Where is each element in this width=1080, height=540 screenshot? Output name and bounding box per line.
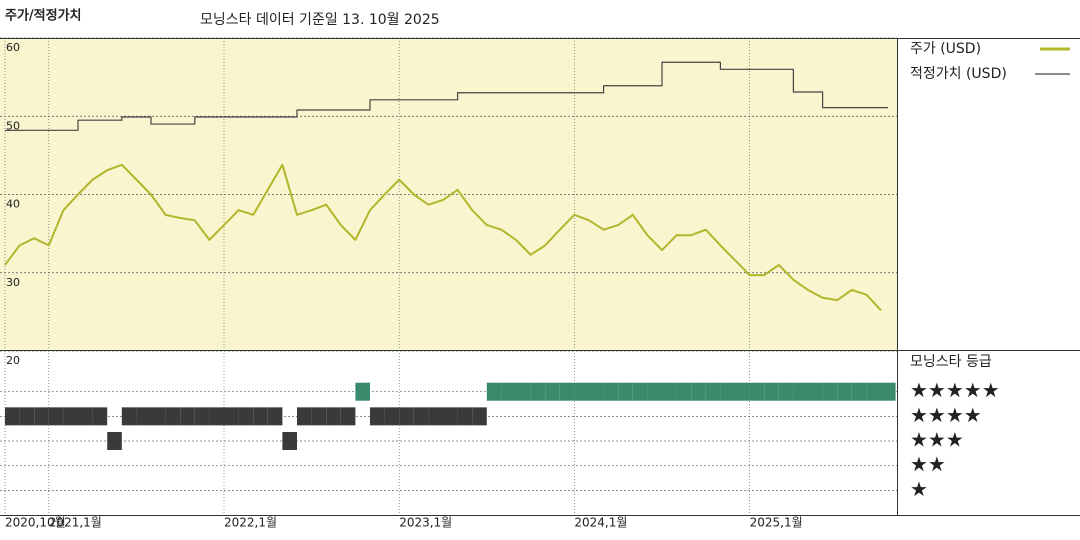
rating-bar [662,382,677,401]
rating-bar [530,382,546,401]
x-tick-label: 2024,1월 [574,516,627,530]
rating-bar [472,407,487,426]
rating-bar [574,382,589,401]
rating-bar [136,407,151,426]
rating-bar [121,407,137,426]
plot-background [0,38,897,350]
rating-bar [413,407,429,426]
rating-bar [370,407,385,426]
rating-bar [443,407,458,426]
rating-bar [5,407,20,426]
rating-bar [224,407,239,426]
rating-bar [151,407,166,426]
rating-bar [399,407,414,426]
rating-bar [297,407,312,426]
rating-bar [778,382,794,401]
chart-title: 주가/적정가치 [5,8,82,24]
rating-bar [63,407,78,426]
rating-bar [632,382,648,401]
rating-bar [545,382,560,401]
rating-bar [78,407,93,426]
rating-bar [837,382,852,401]
rating-bar [691,382,706,401]
series-line [5,61,888,131]
rating-bar [165,407,181,426]
series-line [4,163,882,311]
rating-bar [618,382,633,401]
rating-bar [749,382,765,401]
background-layer: 20 30 40 50 60 [0,37,897,515]
rating-level-label: ★ [910,477,928,501]
rating-bar [603,382,619,401]
rating-bar [866,382,881,401]
x-tick-label: 2020,10월 [5,516,66,530]
rating-level-label: ★★ [910,452,946,476]
rating-bar [735,382,750,401]
rating-bar [311,407,327,426]
y-tick-label: 40 [6,198,20,211]
x-tick-label: 2025,1월 [750,516,803,530]
rating-bar [19,407,35,426]
rating-bar [209,407,224,426]
rating-bar [486,382,502,401]
frame [0,38,1080,516]
rating-bar [851,382,867,401]
x-tick-label: 2022,1월 [224,516,277,530]
rating-bar [326,407,341,426]
y-tick-label: 60 [6,41,20,54]
rating-bar [282,432,297,451]
rating-bar [384,407,400,426]
rating-bar [501,382,516,401]
rating-bar [793,382,808,401]
rating-bar [355,382,370,401]
rating-bar [808,382,823,401]
rating-bar [559,382,575,401]
rating-bar [267,407,283,426]
rating-bar [340,407,356,426]
rating-bar [764,382,779,401]
rating-bar [194,407,210,426]
rating-bar [92,407,108,426]
rating-bar [48,407,64,426]
legend-label: 주가 (USD) [910,41,981,57]
rating-bar [516,382,531,401]
x-tick-label: 2021,1월 [49,516,102,530]
rating-level-label: ★★★★★ [910,378,1000,402]
y-tick-label: 30 [6,276,20,289]
rating-bar [822,382,838,401]
rating-bar [457,407,473,426]
y-tick-label: 50 [6,119,20,132]
rating-bar [428,407,443,426]
rating-bar [180,407,195,426]
rating-bar [34,407,49,426]
rating-bar [647,382,662,401]
rating-bar [589,382,604,401]
legend-label: 적정가치 (USD) [910,66,1007,82]
rating-level-label: ★★★★ [910,403,982,427]
rating-bar [107,432,122,451]
chart-subtitle: 모닝스타 데이터 기준일 13. 10월 2025 [200,12,440,28]
x-tick-label: 2023,1월 [399,516,452,530]
rating-bar [253,407,268,426]
rating-bar [676,382,692,401]
rating-bar [238,407,254,426]
rating-level-label: ★★★ [910,428,964,452]
rating-title: 모닝스타 등급 [910,354,992,370]
rating-bar [720,382,735,401]
rating-bar [705,382,721,401]
rating-bar [881,382,896,401]
y-tick-label: 20 [6,354,20,367]
